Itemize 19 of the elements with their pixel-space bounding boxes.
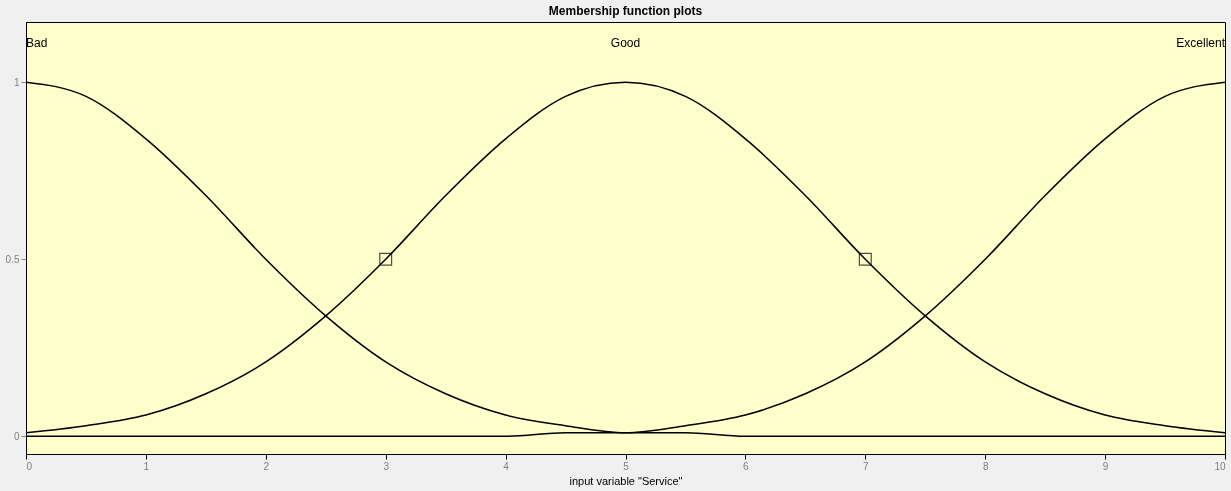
x-tick-label: 9	[1102, 460, 1109, 472]
y-tick-label: 1	[13, 76, 20, 88]
text: Bad	[26, 36, 48, 50]
text: Good	[610, 36, 641, 50]
x-tick-label: 8	[982, 460, 989, 472]
chart-title: Membership function plots	[548, 4, 703, 18]
x-tick-label: 1	[143, 460, 150, 472]
x-tick-label: 2	[263, 460, 270, 472]
x-tick-label: 10	[1214, 460, 1226, 472]
y-tick-label: 0.5	[5, 253, 20, 265]
x-tick-label: 5	[623, 460, 630, 472]
x-tick-label: 4	[503, 460, 510, 472]
text: Excellent	[1176, 36, 1226, 50]
y-tick-label: 0	[13, 430, 20, 442]
x-tick-label: 7	[863, 460, 870, 472]
x-axis-title: input variable "Service"	[569, 474, 683, 487]
x-tick-label: 6	[743, 460, 750, 472]
x-tick-label: 0	[26, 460, 33, 472]
x-tick-label: 3	[383, 460, 390, 472]
